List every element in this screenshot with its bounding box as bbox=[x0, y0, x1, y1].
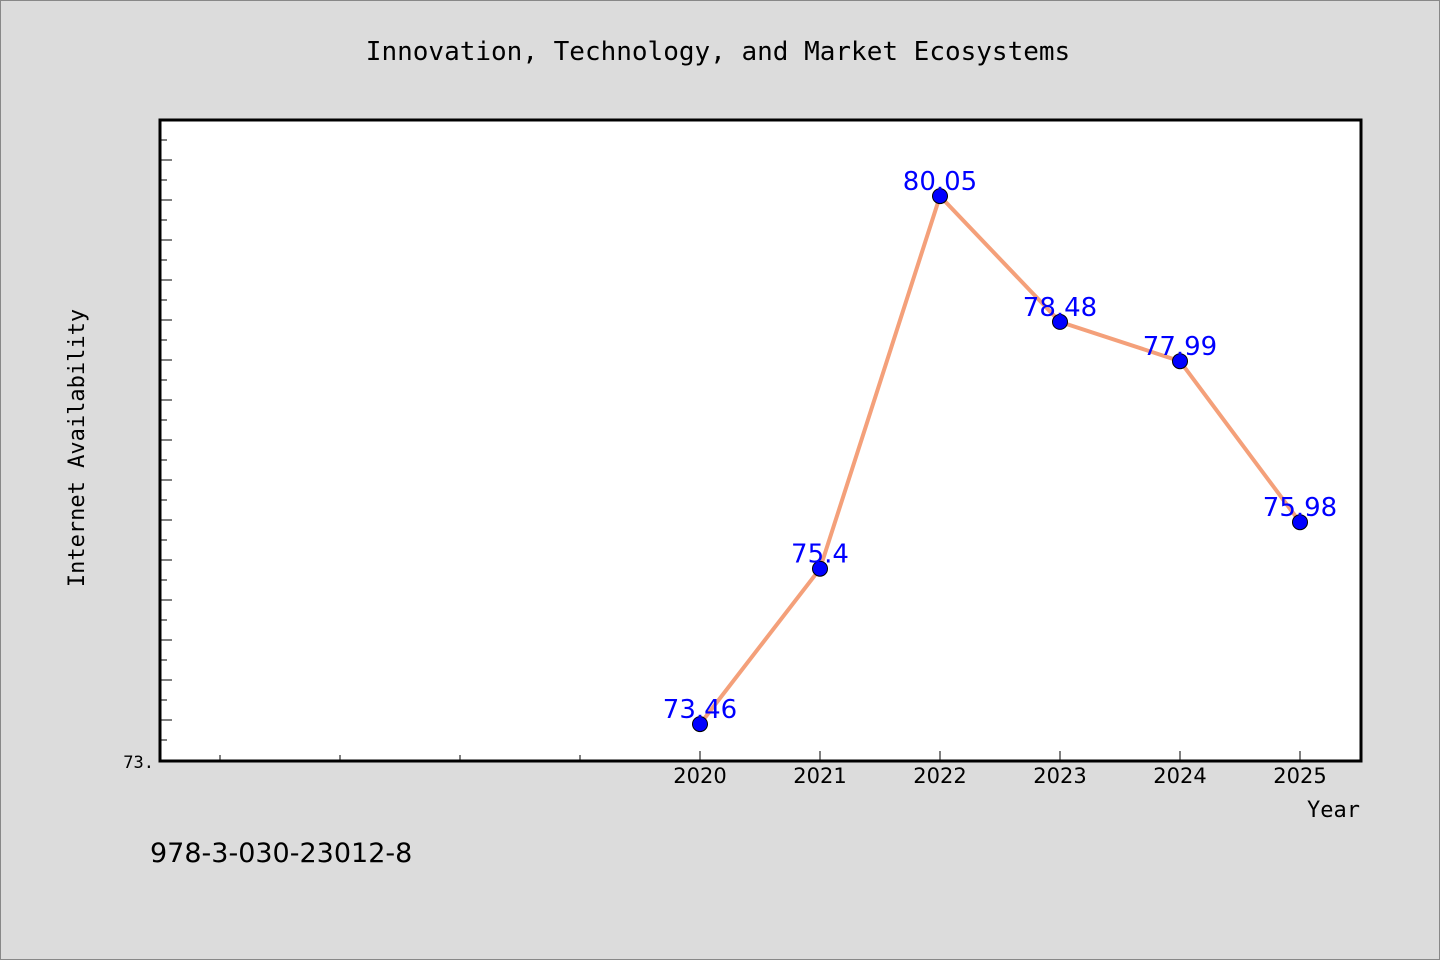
y-tick-label-bottom: 73. bbox=[123, 753, 154, 773]
x-axis-label: Year bbox=[1307, 798, 1360, 823]
data-label: 75.98 bbox=[1263, 493, 1337, 523]
data-label: 77.99 bbox=[1143, 332, 1217, 362]
data-point bbox=[1292, 514, 1308, 531]
x-tick-label: 2020 bbox=[673, 764, 726, 788]
data-point bbox=[1052, 313, 1068, 330]
data-label: 75.4 bbox=[791, 540, 849, 570]
x-tick-label: 2023 bbox=[1033, 764, 1086, 788]
x-tick-label: 2024 bbox=[1153, 764, 1206, 788]
x-tick-label: 2025 bbox=[1273, 764, 1326, 788]
data-point bbox=[1172, 353, 1188, 370]
x-tick-label: 2022 bbox=[913, 764, 966, 788]
data-point bbox=[932, 188, 948, 205]
plot-area bbox=[158, 118, 1363, 763]
x-axis-ticks bbox=[219, 751, 1301, 761]
data-label: 80.05 bbox=[903, 167, 977, 197]
data-point bbox=[692, 716, 708, 733]
data-point bbox=[812, 560, 828, 577]
x-tick-label: 2021 bbox=[793, 764, 846, 788]
y-axis-label: Internet Availability bbox=[65, 309, 90, 587]
chart-title: Innovation, Technology, and Market Ecosy… bbox=[366, 37, 1070, 67]
data-label: 73.46 bbox=[663, 695, 737, 725]
series-line bbox=[698, 192, 1302, 726]
footer-note: 978-3-030-23012-8 bbox=[150, 838, 412, 869]
y-axis-ticks bbox=[160, 139, 172, 741]
data-label: 78.48 bbox=[1023, 293, 1097, 323]
